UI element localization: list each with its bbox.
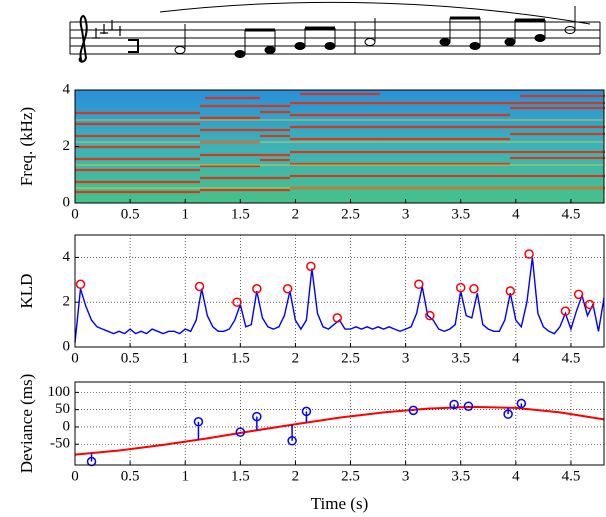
peak-marker	[560, 306, 571, 316]
stem-marker	[408, 405, 419, 416]
x-tick-label: 3	[402, 468, 410, 484]
x-tick-label: 2	[292, 350, 300, 366]
y-axis-label: Deviance (ms)	[17, 374, 36, 474]
x-tick-label: 2	[292, 468, 300, 484]
x-tick-label: 4	[512, 350, 520, 366]
x-tick-label: 1	[181, 350, 189, 366]
y-tick-label: 0	[63, 194, 71, 210]
y-axis-label: Freq. (kHz)	[17, 107, 36, 186]
x-tick-label: 4.5	[562, 206, 581, 222]
x-axis-label: Time (s)	[311, 494, 368, 513]
stem-marker	[503, 409, 513, 419]
x-tick-label: 4	[512, 206, 520, 222]
stem-marker	[287, 436, 297, 446]
stem-marker	[86, 456, 97, 467]
y-tick-label: -50	[50, 436, 70, 452]
x-tick-label: 2.5	[341, 350, 360, 366]
peak-marker	[425, 310, 435, 321]
x-tick-label: 4.5	[562, 468, 581, 484]
peak-marker	[455, 282, 466, 293]
x-tick-label: 4	[512, 468, 520, 484]
spectrogram-image	[75, 90, 605, 203]
y-tick-label: 2	[63, 294, 71, 310]
stem-marker	[516, 398, 527, 409]
y-tick-label: 4	[63, 81, 71, 97]
x-tick-label: 0.5	[121, 206, 140, 222]
stem-marker	[301, 406, 312, 417]
x-tick-label: 1	[181, 468, 189, 484]
x-tick-label: 0	[71, 206, 79, 222]
axes-frame	[74, 89, 605, 204]
stem-marker	[235, 427, 246, 437]
axes-frame	[74, 234, 605, 348]
peak-marker	[584, 299, 595, 310]
stem-marker	[252, 411, 262, 422]
x-tick-label: 2.5	[341, 206, 360, 222]
data-line	[74, 257, 605, 343]
x-tick-label: 3	[402, 206, 410, 222]
x-tick-label: 3.5	[451, 350, 470, 366]
stem-marker	[463, 401, 474, 411]
peak-marker	[75, 279, 86, 290]
x-tick-label: 1.5	[231, 206, 250, 222]
stem-marker	[193, 417, 204, 427]
x-tick-label: 2	[292, 206, 300, 222]
peak-marker	[332, 313, 343, 323]
y-tick-label: 100	[48, 384, 71, 400]
y-tick-label: 50	[55, 401, 70, 417]
peak-marker	[524, 249, 534, 259]
x-tick-label: 3.5	[451, 468, 470, 484]
x-tick-label: 1	[181, 206, 189, 222]
y-tick-label: 4	[63, 249, 71, 265]
x-tick-label: 2.5	[341, 468, 360, 484]
music-staff	[69, 1, 601, 63]
peak-marker	[306, 261, 316, 272]
peak-marker	[232, 297, 242, 307]
x-tick-label: 1.5	[231, 468, 250, 484]
x-tick-label: 0.5	[121, 350, 140, 366]
peak-marker	[505, 286, 516, 296]
x-tick-label: 4.5	[562, 350, 581, 366]
y-tick-label: 2	[63, 138, 71, 154]
x-tick-label: 3.5	[451, 206, 470, 222]
x-tick-label: 0	[71, 468, 79, 484]
y-tick-label: 0	[63, 338, 71, 354]
x-tick-label: 0	[71, 350, 79, 366]
peak-marker	[573, 289, 584, 300]
stem-marker	[449, 399, 459, 410]
y-axis-label: KLD	[17, 274, 36, 309]
peak-marker	[282, 284, 293, 294]
x-tick-label: 3	[402, 350, 410, 366]
data-line	[74, 405, 605, 456]
peak-marker	[469, 284, 479, 294]
peak-marker	[414, 279, 424, 290]
y-tick-label: 0	[63, 418, 71, 434]
peak-marker	[194, 281, 205, 292]
x-tick-label: 0.5	[121, 468, 140, 484]
x-tick-label: 1.5	[231, 350, 250, 366]
axes-frame	[74, 381, 605, 466]
peak-marker	[252, 284, 262, 294]
